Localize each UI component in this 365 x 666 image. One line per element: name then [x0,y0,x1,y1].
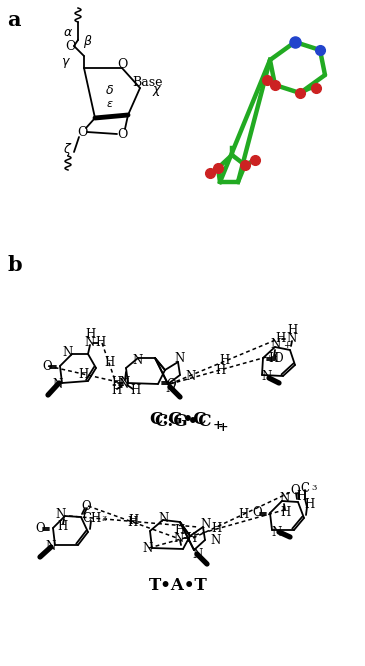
Text: $\beta$: $\beta$ [83,33,93,51]
Text: N: N [85,336,95,350]
Text: C: C [300,482,310,494]
Text: N: N [143,543,153,555]
Text: 3: 3 [101,515,106,523]
Text: O: O [81,500,91,513]
Text: N: N [185,370,195,382]
Text: N: N [53,378,63,390]
Text: N: N [120,376,130,388]
Text: O: O [77,125,87,139]
Text: Base: Base [133,77,163,89]
Text: N: N [166,382,176,394]
Text: O: O [117,127,127,141]
Text: N: N [193,547,203,561]
Text: H: H [128,515,138,527]
Text: O: O [117,57,127,71]
Text: N: N [63,346,73,360]
Text: H: H [287,324,297,338]
Text: N: N [119,378,129,390]
Text: O: O [273,352,283,364]
Text: N: N [210,535,220,547]
Text: b: b [7,255,22,275]
Text: H: H [57,519,67,533]
Text: $\gamma$: $\gamma$ [61,56,71,70]
Text: O: O [35,521,45,535]
Text: O: O [290,484,300,496]
Text: $\delta$: $\delta$ [105,83,115,97]
Text: H: H [78,368,88,380]
Text: H: H [296,490,306,503]
Text: O: O [65,41,75,53]
Text: CH: CH [82,511,101,525]
Text: N: N [287,332,297,346]
Text: H: H [211,523,221,535]
Text: $\alpha$: $\alpha$ [63,25,73,39]
Text: O: O [42,360,52,372]
Text: H: H [95,336,105,350]
Text: H: H [111,384,121,396]
Text: H: H [280,505,290,519]
Text: a: a [7,10,20,30]
Text: H: H [127,515,137,529]
Text: O: O [166,378,176,390]
Text: $\chi$: $\chi$ [152,84,162,98]
Text: T•A•T: T•A•T [149,577,207,593]
Text: $\zeta$: $\zeta$ [63,141,73,159]
Text: N: N [56,509,66,521]
Text: H: H [219,354,229,368]
Text: H: H [238,507,248,521]
Text: H: H [304,498,314,511]
Text: N: N [280,492,290,505]
Text: H: H [104,356,114,370]
Text: H: H [85,328,95,342]
Text: N: N [272,525,282,539]
Text: 3: 3 [311,484,316,492]
Text: H: H [215,364,225,376]
Text: N: N [174,531,184,545]
Text: H: H [174,523,184,537]
Text: N: N [133,354,143,366]
Text: N: N [201,519,211,531]
Text: H: H [186,531,196,545]
Text: H: H [111,376,121,390]
Text: H: H [130,384,140,396]
Text: +: + [213,419,224,432]
Text: O: O [252,507,262,519]
Text: N: N [262,370,272,384]
Text: +: + [283,340,291,350]
Text: C:G•C: C:G•C [149,412,207,428]
Text: N: N [159,511,169,525]
Text: $\varepsilon$: $\varepsilon$ [106,99,114,109]
Text: N: N [271,338,281,350]
Text: N: N [175,352,185,366]
Text: H: H [268,352,278,364]
Text: +: + [218,421,228,434]
Text: H: H [275,332,285,346]
Text: C:G•C: C:G•C [154,414,212,430]
Text: N: N [46,539,56,553]
